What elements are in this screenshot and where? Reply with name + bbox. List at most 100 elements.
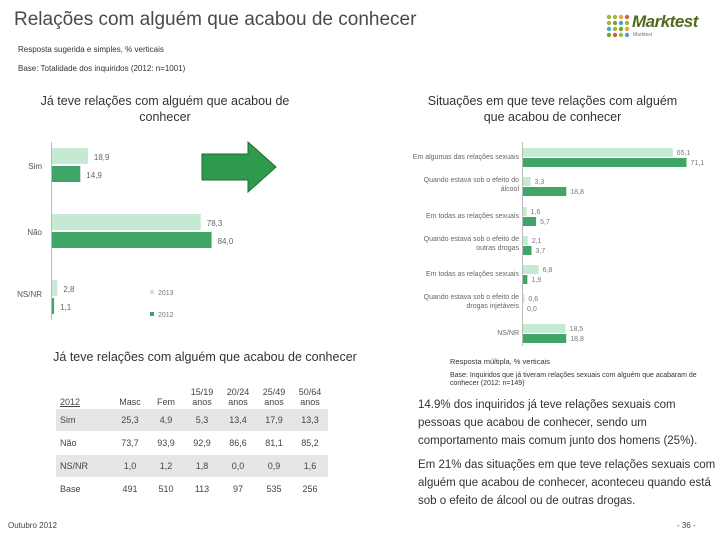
column-header: 50/64 anos [298,387,322,407]
bar-2013 [523,177,531,186]
value-label: 0,0 [527,306,537,313]
bar-2013 [523,236,528,245]
bar-2013 [52,148,88,164]
table-cell: 510 [148,477,184,501]
table-row: Base 491 510 113 97 535 256 [56,477,328,501]
bar-2012 [523,246,532,255]
bar-2013 [523,265,539,274]
bar-2013 [523,324,566,333]
value-label: 3,3 [535,179,545,186]
marktest-logo: Marktest Marktest [606,12,706,42]
legend-swatch-2013 [150,290,154,294]
value-label: 0,6 [528,296,538,303]
category-label: NS/NR [497,330,519,337]
table-cell: 0,0 [220,454,256,478]
bar-2013 [523,294,525,303]
bar-2012 [523,187,567,196]
table-cell: 86,6 [220,431,256,455]
footer-date: Outubro 2012 [8,521,57,530]
category-label: Sim [28,162,42,171]
logo-dots-icon [606,14,630,38]
category-label: NS/NR [17,290,42,299]
legend-swatch-2012 [150,312,154,316]
value-label: 84,0 [218,237,234,246]
base-note: Base: Totalidade dos inquiridos (2012: n… [18,64,186,73]
value-label: 1,1 [60,303,72,312]
legend-label: 2012 [158,312,174,319]
right-chart-title: Situações em que teve relações com algué… [427,94,678,124]
right-bar-chart: Em algumas das relações sexuais 65,171,1 Q… [413,142,705,346]
table-cell: 85,2 [292,431,328,455]
table-row: Sim 25,3 4,9 5,3 13,4 17,9 13,3 [56,409,328,432]
category-label: Em todas as relações sexuais [426,213,519,220]
value-label: 2,1 [532,238,542,245]
value-label: 1,6 [531,209,541,216]
value-label: 2,8 [63,285,75,294]
row-label: Não [56,431,112,455]
row-label: Sim [56,409,112,432]
arrow-right-icon [201,140,277,194]
response-type-note: Resposta sugerida e simples, % verticais [18,45,164,54]
table-cell: 1,8 [184,454,220,478]
demographic-table: 2012 Masc Fem 15/19 anos 20/24 anos 25/4… [56,377,328,501]
category-label: Em algumas das relações sexuais [413,154,520,161]
value-label: 3,7 [536,248,546,255]
value-label: 18,5 [570,326,584,333]
column-header: Masc [119,397,141,407]
table-cell: 25,3 [112,409,148,432]
table-cell: 491 [112,477,148,501]
logo-wordmark: Marktest [632,12,698,31]
page-number: - 36 - [677,521,696,530]
page-title: Relações com alguém que acabou de conhec… [14,9,417,30]
category-label: Não [27,228,42,237]
column-header: Fem [157,397,175,407]
column-header: 25/49 anos [262,387,286,407]
table-title: Já teve relações com alguém que acabou d… [53,350,357,364]
bar-2012 [523,217,537,226]
left-bar-chart: Sim 18,9 14,9 Não 78,3 84,0 NS/NR 2,8 1,1 2013 201… [17,142,234,320]
bar-2012 [523,334,567,343]
logo-tagline: Marktest [633,32,653,38]
table-header-row: 2012 Masc Fem 15/19 anos 20/24 anos 25/4… [56,377,328,409]
table-cell: 5,3 [184,409,220,432]
table-cell: 93,9 [148,431,184,455]
value-label: 18,8 [570,189,584,196]
legend-label: 2013 [158,290,174,297]
table-cell: 73,7 [112,431,148,455]
bar-2012 [52,166,81,182]
value-label: 14,9 [86,171,102,180]
insight-text-2: Em 21% das situações em que teve relaçõe… [418,459,716,507]
table-cell: 535 [256,477,292,501]
bar-2013 [523,207,527,216]
category-label: Quando estava sob o efeito do álcool [424,177,520,193]
bar-2012 [52,232,212,248]
category-label: Em todas as relações sexuais [426,271,519,278]
table-cell: 13,4 [220,409,256,432]
table-cell: 1,6 [292,454,328,478]
bar-2012 [523,275,528,284]
table-cell: 17,9 [256,409,292,432]
table-cell: 13,3 [292,409,328,432]
value-label: 71,1 [691,160,705,167]
row-label: NS/NR [56,454,112,478]
bar-2012 [523,158,687,167]
table-cell: 4,9 [148,409,184,432]
bar-2012 [52,298,55,314]
column-header: 20/24 anos [226,387,250,407]
table-cell: 0,9 [256,454,292,478]
bar-2013 [52,214,201,230]
bar-2013 [52,280,58,296]
value-label: 6,8 [543,267,553,274]
left-chart-title: Já teve relações com alguém que acabou d… [40,94,290,124]
table-cell: 1,2 [148,454,184,478]
table-year: 2012 [60,397,81,407]
value-label: 78,3 [207,219,223,228]
table-row: Não 73,7 93,9 92,9 86,6 81,1 85,2 [56,431,328,455]
table-cell: 92,9 [184,431,220,455]
bar-2013 [523,148,673,157]
insight-text-1: 14.9% dos inquiridos já teve relações se… [418,399,698,447]
value-label: 18,9 [94,153,110,162]
table-cell: 113 [184,477,220,501]
column-header: 15/19 anos [190,387,214,407]
table-cell: 97 [220,477,256,501]
